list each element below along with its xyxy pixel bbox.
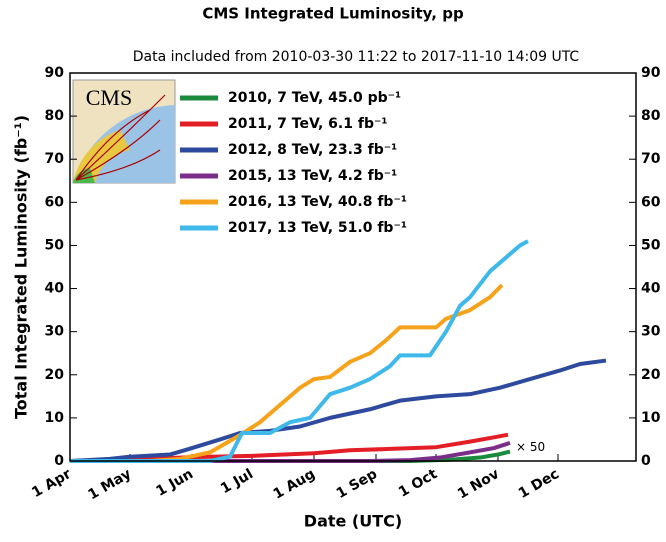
y-tick-label: 20 [45, 367, 65, 383]
y2-tick-label: 60 [641, 194, 661, 210]
series-line [70, 283, 504, 463]
plot-frame [69, 72, 637, 462]
x-tick-label: 1 Sep [334, 466, 380, 502]
y-tick-label: 80 [45, 108, 65, 124]
logo: CMS [72, 79, 176, 184]
y-tick-label: 50 [45, 237, 65, 253]
x-tick-label: 1 Jun [154, 466, 196, 500]
legend-label: 2010, 7 TeV, 45.0 pb⁻¹ [228, 90, 401, 106]
y-tick-label: 60 [45, 194, 65, 210]
legend-label: 2012, 8 TeV, 23.3 fb⁻¹ [228, 142, 397, 158]
legend-label: 2015, 13 TeV, 4.2 fb⁻¹ [228, 168, 397, 184]
y2-tick-label: 70 [641, 151, 661, 167]
x-tick-label: 1 Dec [516, 466, 562, 502]
y-tick-label: 90 [45, 65, 65, 81]
series-line [70, 239, 529, 463]
x-tick-label: 1 Aug [271, 466, 318, 503]
x-axis-label: Date (UTC) [304, 512, 402, 531]
legend-label: 2017, 13 TeV, 51.0 fb⁻¹ [228, 220, 407, 236]
y2-tick-label: 30 [641, 324, 661, 340]
y2-tick-label: 50 [641, 237, 661, 253]
x-tick-label: 1 Jul [218, 466, 256, 497]
chart-subtitle: Data included from 2010-03-30 11:22 to 2… [133, 49, 580, 65]
y-tick-label: 70 [45, 151, 65, 167]
x-tick-label: 1 Nov [455, 466, 502, 502]
logo-text: CMS [86, 85, 132, 110]
legend-label: 2011, 7 TeV, 6.1 fb⁻¹ [228, 116, 388, 132]
x-tick-label: 1 May [86, 466, 134, 503]
x-tick-label: 1 Apr [29, 466, 74, 501]
y-tick-label: 10 [45, 410, 65, 426]
y2-tick-label: 40 [641, 281, 661, 297]
y-tick-label: 0 [54, 453, 64, 469]
y-axis-label: Total Integrated Luminosity (fb⁻¹) [12, 115, 31, 419]
y-tick-label: 30 [45, 324, 65, 340]
x-tick-label: 1 Oct [396, 466, 440, 501]
y2-tick-label: 10 [641, 410, 661, 426]
legend-label: 2016, 13 TeV, 40.8 fb⁻¹ [228, 194, 407, 210]
y2-tick-label: 90 [641, 65, 661, 81]
y2-tick-label: 0 [641, 453, 651, 469]
y-tick-label: 40 [45, 281, 65, 297]
annotation: × 50 [516, 440, 545, 454]
chart-title: CMS Integrated Luminosity, pp [202, 5, 464, 23]
logo-tracks [75, 94, 166, 181]
series-line [69, 358, 607, 463]
y2-tick-label: 80 [641, 108, 661, 124]
y2-tick-label: 20 [641, 367, 661, 383]
